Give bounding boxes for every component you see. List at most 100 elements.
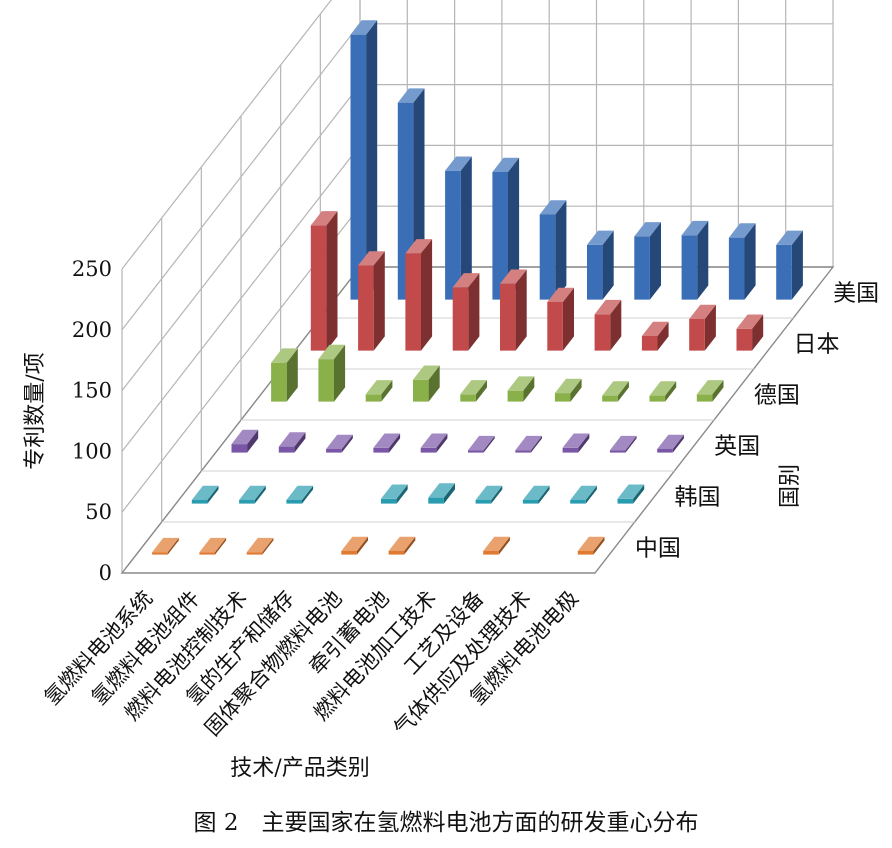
bar-top xyxy=(373,433,401,448)
bar-side xyxy=(460,156,472,300)
bar-side xyxy=(443,483,455,504)
bar xyxy=(736,314,764,351)
bar xyxy=(452,273,480,351)
bar xyxy=(278,432,306,453)
bar-front xyxy=(152,552,168,555)
bar-side xyxy=(334,344,346,402)
bar-side xyxy=(508,157,520,300)
bar-side xyxy=(617,381,629,402)
bar xyxy=(445,156,472,300)
bar-front xyxy=(577,551,594,555)
bar-front xyxy=(365,394,382,402)
bar-side xyxy=(562,287,574,351)
bar-side xyxy=(578,433,590,453)
bar xyxy=(350,20,378,300)
bar-front xyxy=(445,170,461,300)
series-label: 美国 xyxy=(833,281,879,307)
bar-side xyxy=(468,273,480,351)
bar-top xyxy=(326,434,353,449)
bar-front xyxy=(657,449,673,453)
bar-front xyxy=(452,287,469,351)
bar-side xyxy=(396,484,408,504)
bar-top xyxy=(657,434,684,449)
bar-top xyxy=(405,239,433,254)
bar-side xyxy=(356,536,368,555)
bar-front xyxy=(286,500,302,504)
bar-front xyxy=(231,444,248,453)
bar-side xyxy=(381,380,393,402)
bar-top xyxy=(475,485,503,500)
bar-side xyxy=(657,321,669,351)
bar-front xyxy=(246,552,263,555)
bar-front xyxy=(373,447,389,453)
bar-front xyxy=(515,450,531,453)
bars-layer xyxy=(152,20,803,555)
bar-top xyxy=(468,435,495,451)
bar xyxy=(522,485,550,504)
bar-top xyxy=(577,536,605,551)
bar-front xyxy=(199,552,215,555)
bar-top xyxy=(191,485,219,500)
bar-top xyxy=(500,269,527,284)
bar-top xyxy=(594,299,622,315)
bar-side xyxy=(167,537,179,555)
bar-front xyxy=(681,235,698,300)
bar-side xyxy=(585,485,597,504)
bar xyxy=(191,485,219,504)
bar-front xyxy=(776,244,792,300)
bar-side xyxy=(665,381,677,402)
bar-side xyxy=(498,536,510,555)
bar xyxy=(617,484,645,504)
bar-side xyxy=(672,434,684,453)
series-label: 日本 xyxy=(794,332,840,358)
bar-front xyxy=(326,449,342,453)
bar-front xyxy=(696,394,713,402)
bar xyxy=(641,321,669,351)
bar-side xyxy=(404,536,416,555)
bar xyxy=(388,536,416,555)
bar-front xyxy=(483,551,499,555)
bar-front xyxy=(507,390,524,402)
bar-side xyxy=(215,537,227,555)
series-label: 德国 xyxy=(754,383,800,409)
bar-side xyxy=(483,435,495,453)
bar-front xyxy=(310,225,327,351)
bar-side xyxy=(373,251,385,351)
bar xyxy=(405,239,433,351)
bar-top xyxy=(239,485,266,500)
bar xyxy=(602,381,629,402)
bar-side xyxy=(602,230,614,300)
bar-front xyxy=(634,236,650,300)
bar-top xyxy=(507,376,535,391)
bar-front xyxy=(350,34,367,300)
bar-top xyxy=(587,230,614,245)
bar-side xyxy=(436,433,448,453)
bar-front xyxy=(405,253,421,351)
bar-side xyxy=(697,220,709,300)
bar-top xyxy=(681,220,709,236)
bar-top xyxy=(420,433,448,448)
bar-front xyxy=(539,214,556,300)
bar xyxy=(681,220,709,300)
bar-top xyxy=(381,484,408,499)
bar xyxy=(246,537,274,555)
bar-side xyxy=(421,239,433,351)
bar-side xyxy=(791,230,803,300)
bar-side xyxy=(254,485,266,504)
bar xyxy=(468,435,495,453)
bar-side xyxy=(302,485,314,504)
bar-top xyxy=(562,433,590,448)
bar xyxy=(318,344,346,402)
figure-caption: 图 2 主要国家在氢燃料电池方面的研发重心分布 xyxy=(194,810,699,836)
bar-side xyxy=(475,380,487,402)
bar-top xyxy=(445,156,472,171)
bar-top xyxy=(286,485,314,500)
bar-top xyxy=(515,435,542,451)
bar-top xyxy=(452,273,480,288)
bar-side xyxy=(523,376,535,402)
bar xyxy=(239,485,266,504)
series-label: 韩国 xyxy=(675,485,721,511)
bar-front xyxy=(428,497,444,504)
bar-side xyxy=(515,269,527,351)
bar xyxy=(271,348,298,402)
